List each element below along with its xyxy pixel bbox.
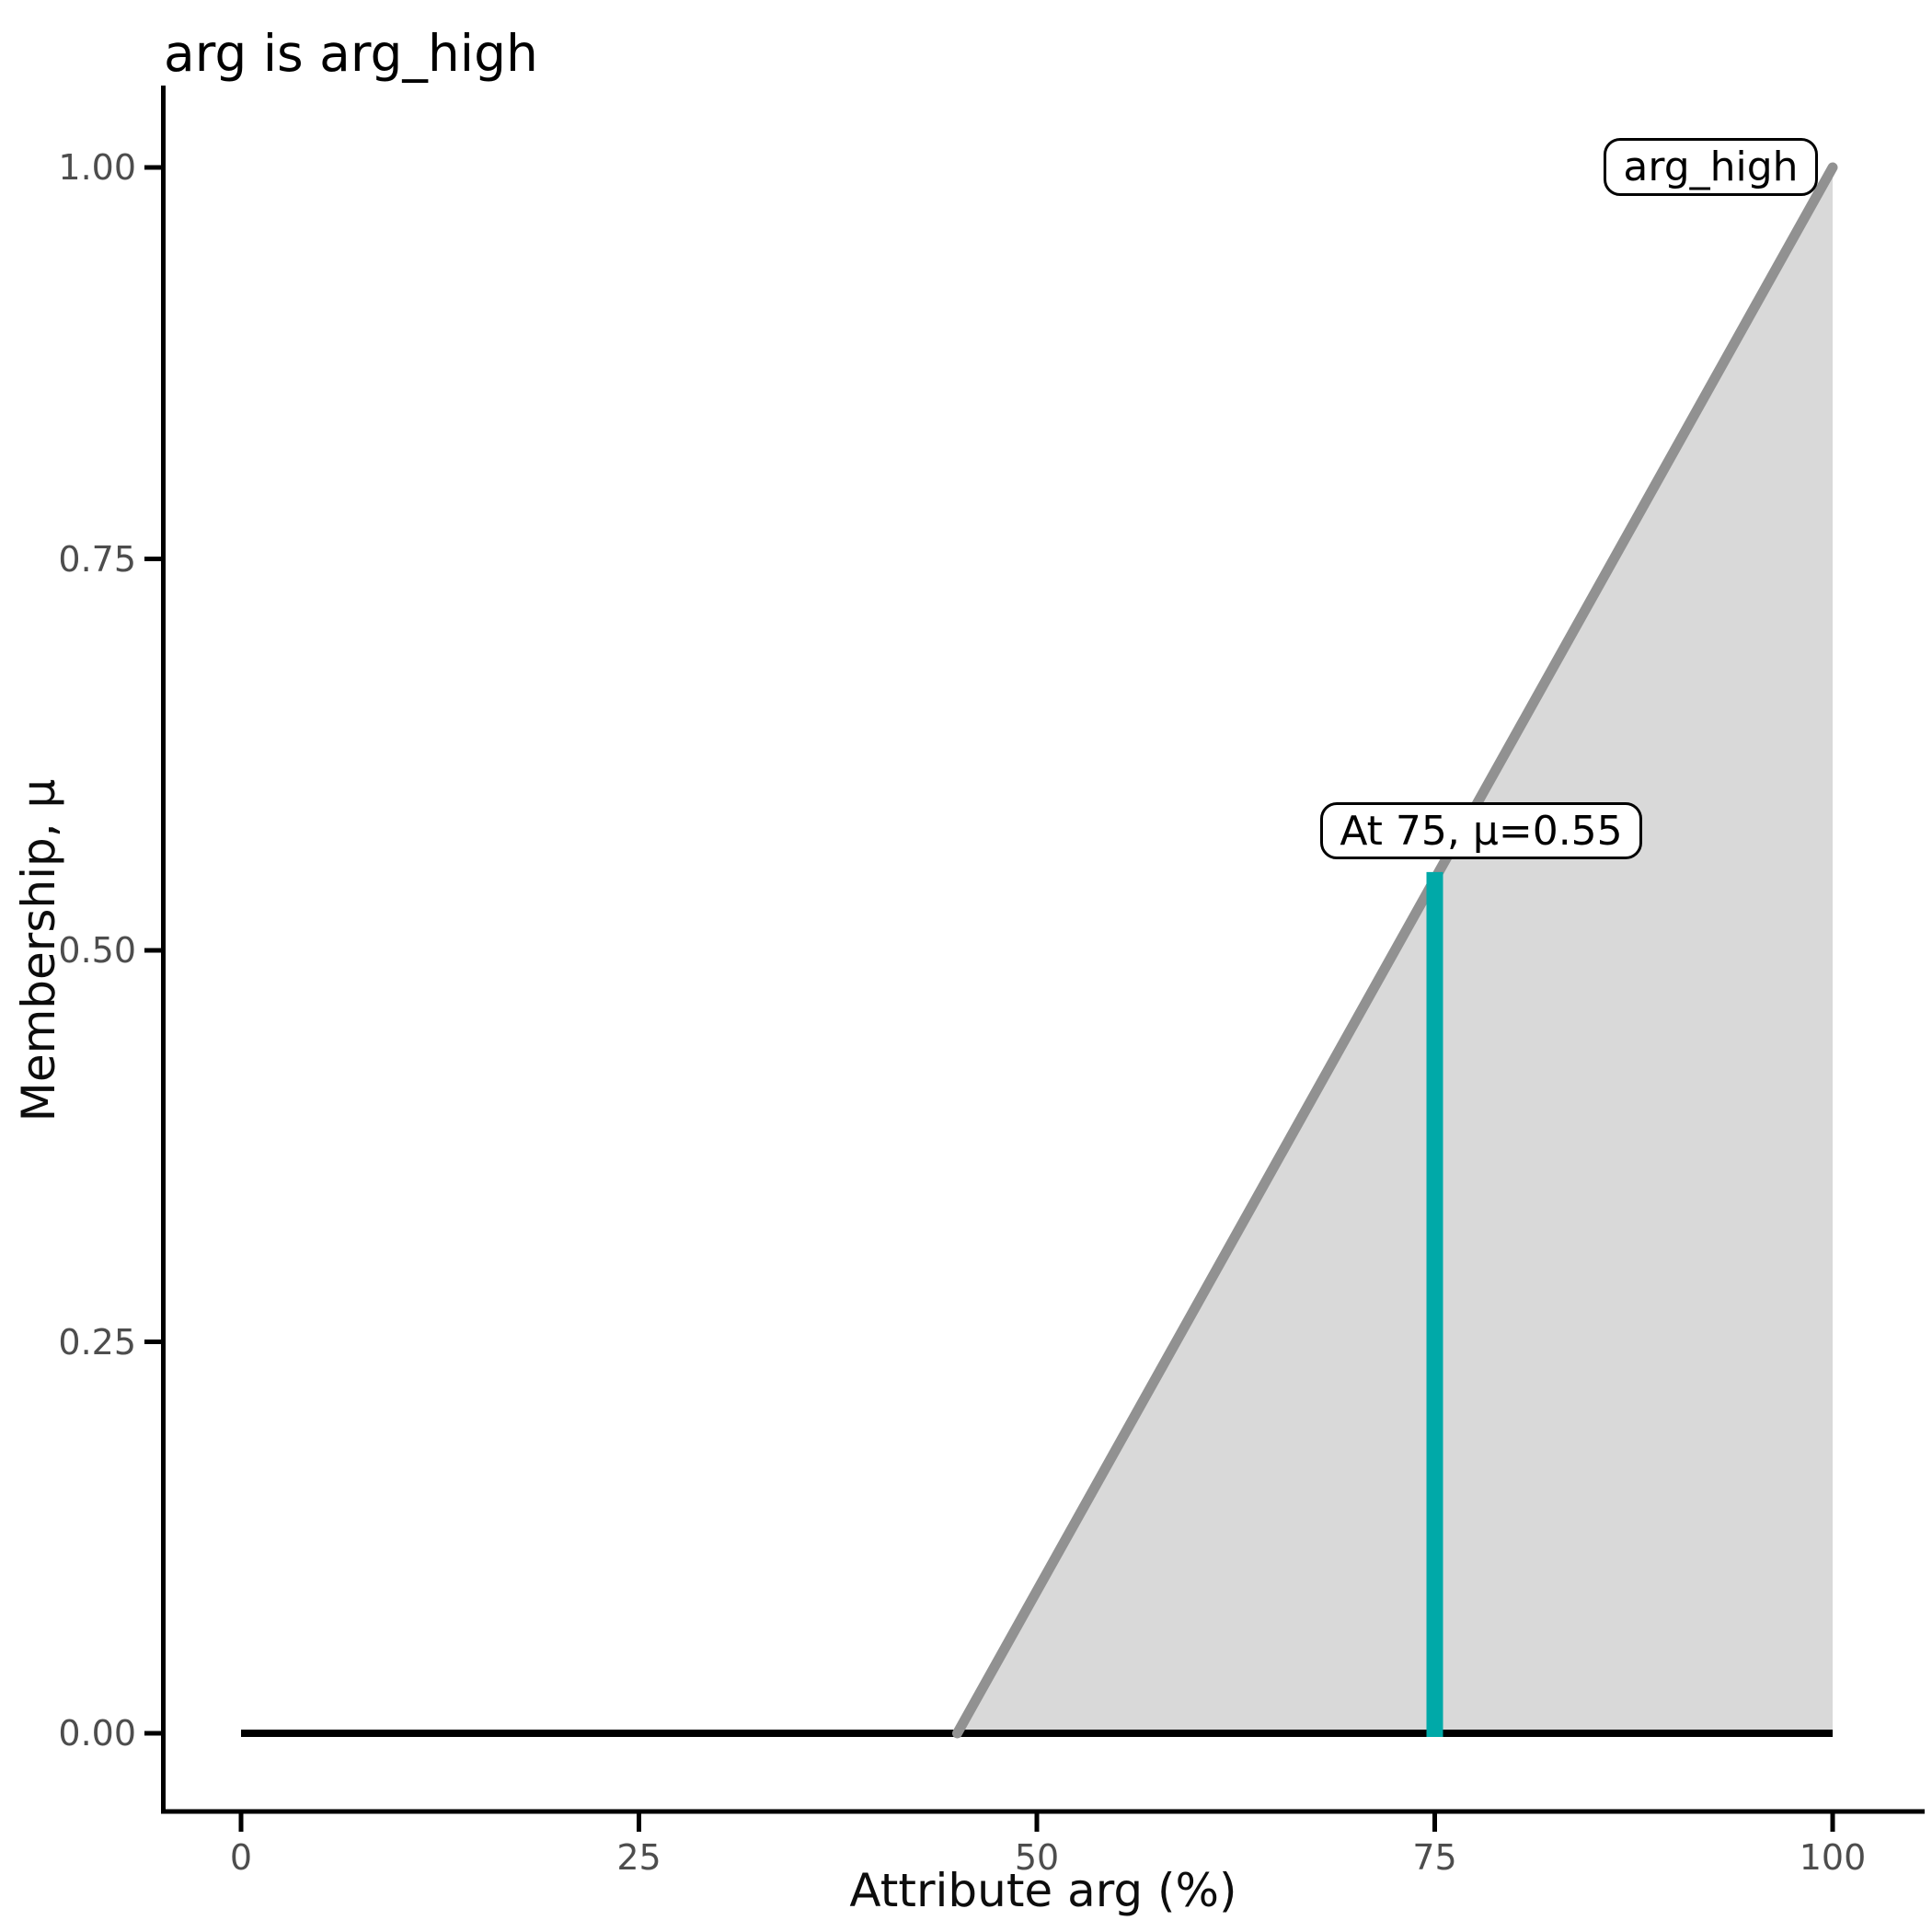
axis-layer: [144, 86, 1925, 1832]
x-tick-label: 100: [1799, 1837, 1867, 1878]
y-tick-label: 0.75: [58, 538, 136, 580]
y-axis-title: Membership, μ: [12, 778, 65, 1122]
y-tick-label: 0.00: [58, 1713, 136, 1754]
y-tick-label: 1.00: [58, 147, 136, 188]
set-name-annotation-text: arg_high: [1623, 144, 1799, 190]
x-tick-label: 0: [229, 1837, 253, 1878]
query-annotation: At 75, μ=0.55: [1320, 802, 1642, 859]
y-tick-label: 0.50: [58, 930, 136, 971]
plot-title: arg is arg_high: [164, 24, 538, 83]
membership-line-layer: [241, 162, 1838, 1739]
x-tick-label: 50: [1014, 1837, 1060, 1878]
y-tick-label: 0.25: [58, 1321, 136, 1363]
x-tick-label: 75: [1412, 1837, 1457, 1878]
query-annotation-text: At 75, μ=0.55: [1340, 807, 1623, 855]
x-tick-label: 25: [616, 1837, 661, 1878]
x-axis-title: Attribute arg (%): [849, 1864, 1237, 1917]
set-name-annotation: arg_high: [1604, 138, 1818, 196]
membership-line: [952, 162, 1838, 1739]
